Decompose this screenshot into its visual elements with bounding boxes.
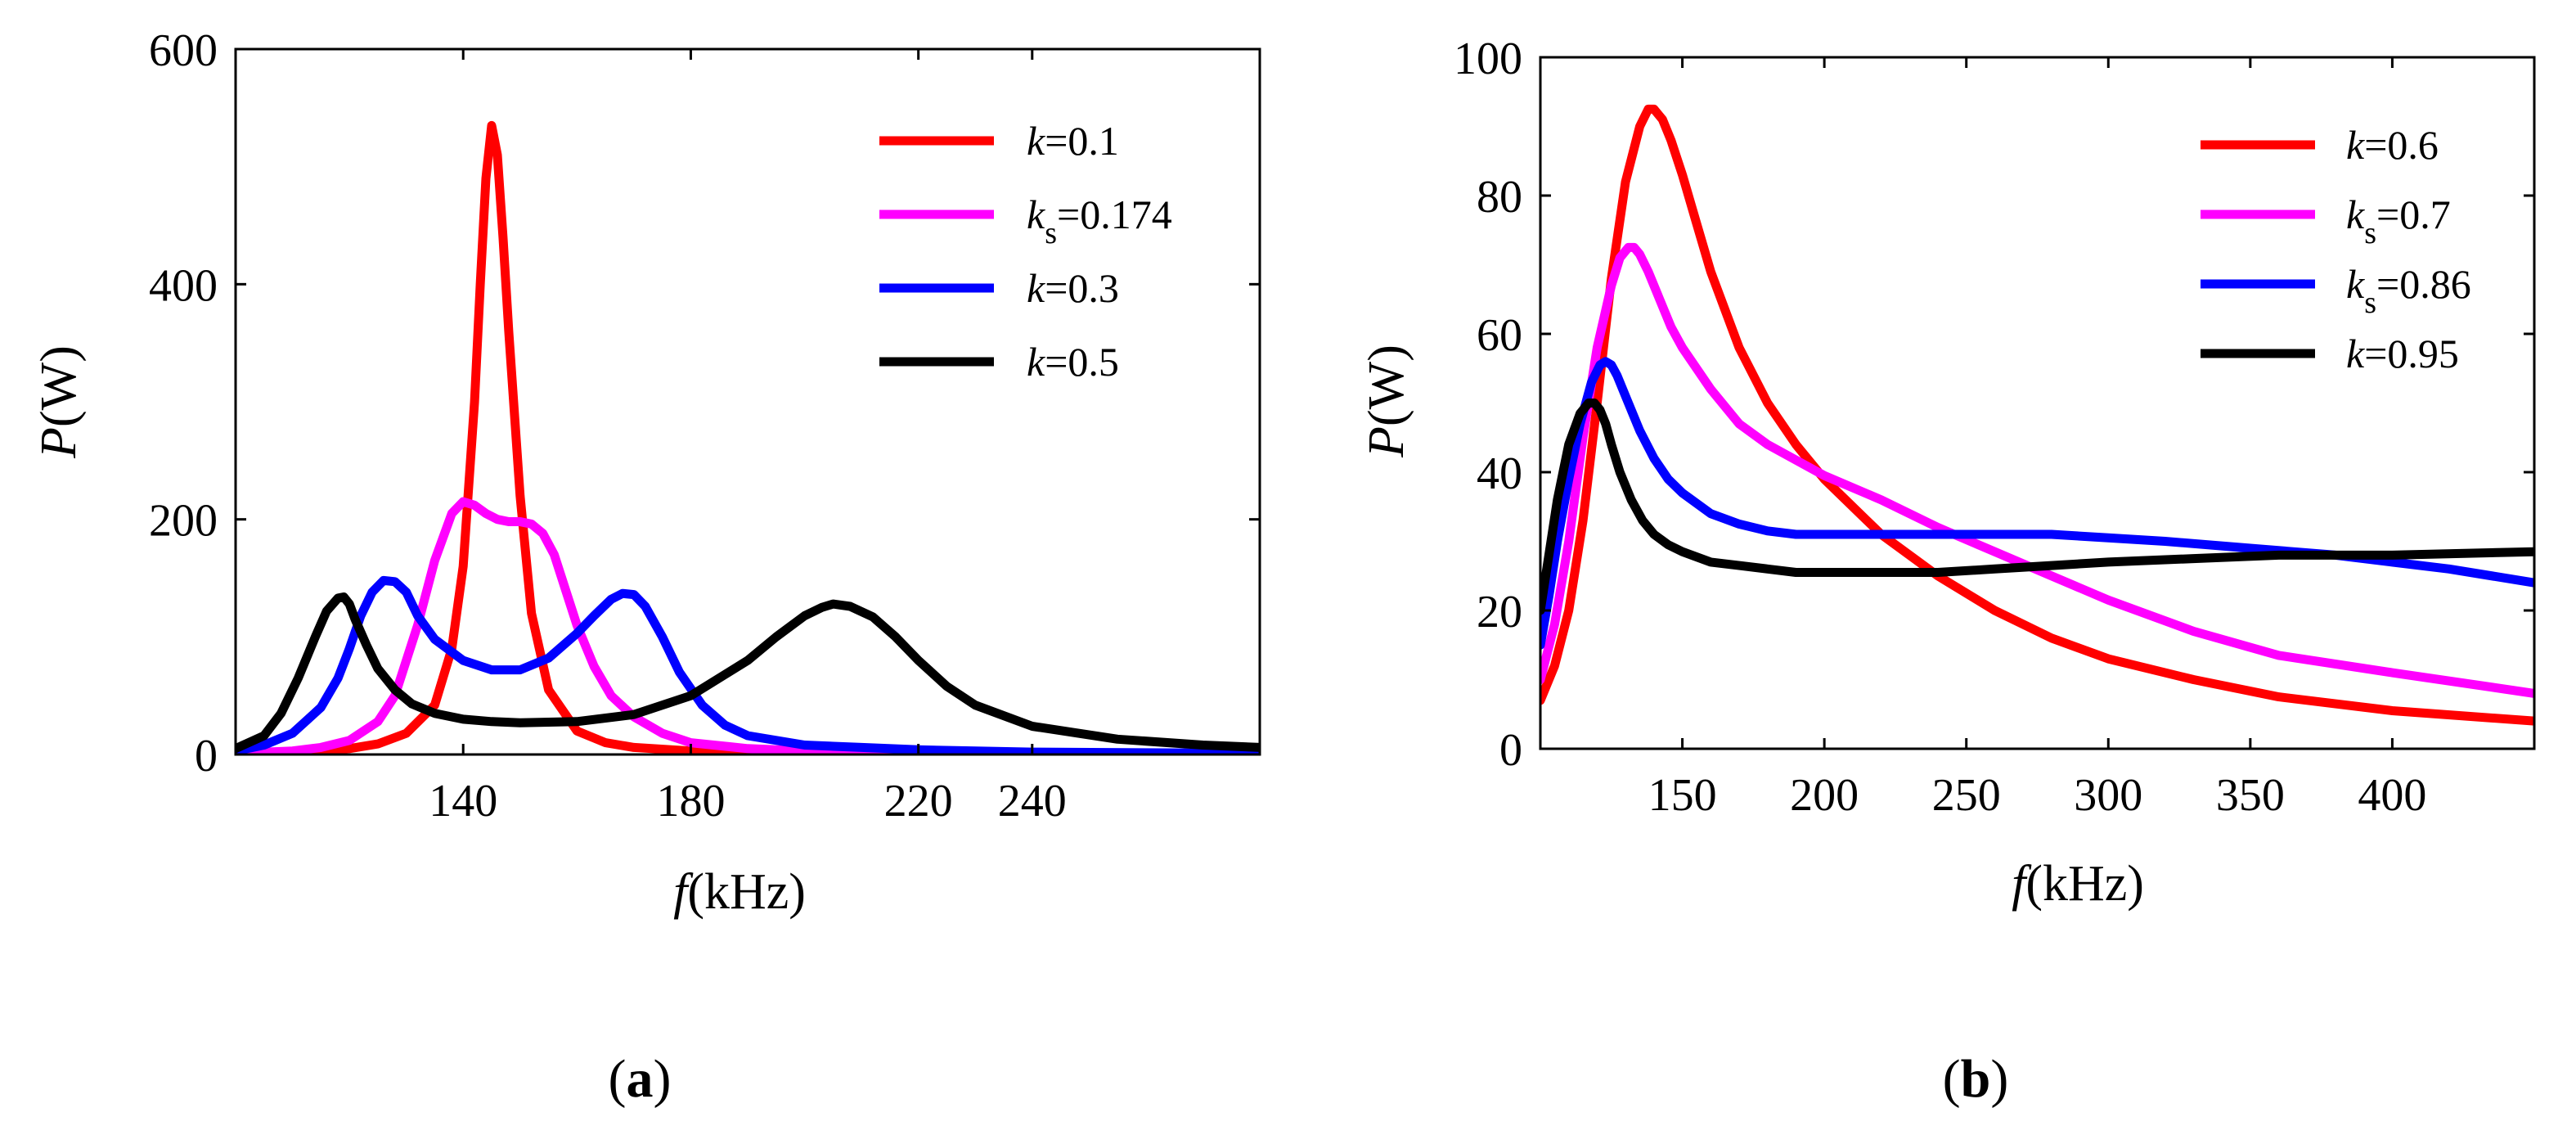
x-tick-label: 140 bbox=[429, 776, 497, 826]
x-tick-label: 220 bbox=[884, 776, 953, 826]
legend-entry-subscript: s bbox=[2364, 286, 2376, 320]
legend-entry-text: k=0.3 bbox=[1027, 265, 1119, 311]
legend-entry-value: =0.174 bbox=[1057, 191, 1172, 237]
legend: k=0.6ks=0.7ks=0.86k=0.95 bbox=[2201, 122, 2471, 376]
y-tick-label: 100 bbox=[1454, 34, 1522, 84]
legend-entry-value: =0.7 bbox=[2376, 191, 2451, 237]
legend-entry-var: k bbox=[2346, 331, 2365, 376]
legend-entry-value: =0.6 bbox=[2364, 122, 2439, 168]
x-tick-label: 400 bbox=[2358, 770, 2426, 821]
panel-caption: (b) bbox=[1943, 1049, 2009, 1109]
series-line-2 bbox=[1540, 242, 2534, 698]
y-axis-label-var: P bbox=[31, 427, 87, 459]
y-tick-label: 0 bbox=[195, 731, 218, 781]
y-tick-label: 600 bbox=[149, 25, 218, 76]
y-tick-label: 200 bbox=[149, 496, 218, 547]
legend-entry-text: k=0.95 bbox=[2346, 331, 2459, 376]
axes-box bbox=[234, 47, 1261, 756]
y-tick-label: 60 bbox=[1477, 310, 1522, 361]
legend-entry-text: ks=0.7 bbox=[2346, 191, 2451, 250]
legend-entry-value: =0.1 bbox=[1045, 118, 1119, 164]
series-line-2 bbox=[236, 497, 1260, 754]
legend-entry-value: =0.5 bbox=[1045, 339, 1119, 385]
y-axis-label-unit: (W) bbox=[1359, 345, 1414, 426]
legend-entry-value: =0.86 bbox=[2376, 261, 2471, 307]
legend-entry-var: k bbox=[1027, 118, 1045, 164]
x-tick-label: 180 bbox=[656, 776, 725, 826]
series-group bbox=[1540, 104, 2534, 726]
y-axis-label-var: P bbox=[1359, 426, 1414, 458]
legend-entry-var: k bbox=[2346, 122, 2365, 168]
x-axis-label: f(kHz) bbox=[673, 864, 806, 920]
legend-entry-text: k=0.5 bbox=[1027, 339, 1119, 385]
y-tick-label: 20 bbox=[1477, 587, 1522, 637]
panel-caption-open: ( bbox=[1943, 1049, 1961, 1109]
y-axis-label-unit: (W) bbox=[31, 345, 87, 427]
series-line-3 bbox=[1540, 357, 2534, 650]
y-tick-label: 0 bbox=[1499, 725, 1522, 776]
legend-entry-subscript: s bbox=[1045, 216, 1057, 250]
panel-caption: (a) bbox=[609, 1049, 672, 1109]
legend-entry-text: k=0.1 bbox=[1027, 118, 1119, 164]
y-axis-label: P(W) bbox=[1359, 345, 1414, 458]
x-tick-label: 150 bbox=[1648, 770, 1717, 821]
legend-entry-subscript: s bbox=[2364, 216, 2376, 250]
y-tick-label: 40 bbox=[1477, 448, 1522, 499]
panel-caption-letter: b bbox=[1961, 1049, 1991, 1109]
legend-entry-text: k=0.6 bbox=[2346, 122, 2439, 168]
x-tick-label: 250 bbox=[1932, 770, 2001, 821]
chart-panel-b: 150 200 250 300 350 400 0 20 40 60 80 100 f(kHz) P(W)… bbox=[1359, 34, 2536, 1109]
series-line-4 bbox=[1540, 399, 2534, 615]
legend-entry-var: k bbox=[1027, 191, 1045, 237]
legend-entry-text: ks=0.174 bbox=[1027, 191, 1172, 250]
x-axis-label-unit: (kHz) bbox=[687, 864, 806, 920]
legend-entry-text: ks=0.86 bbox=[2346, 261, 2471, 320]
panel-caption-open: ( bbox=[609, 1049, 627, 1109]
series-line-1 bbox=[1540, 104, 2534, 726]
x-axis-label-unit: (kHz) bbox=[2025, 856, 2144, 912]
y-axis-label: P(W) bbox=[31, 345, 87, 459]
panel-caption-letter: a bbox=[627, 1049, 654, 1109]
legend-entry-value: =0.3 bbox=[1045, 265, 1119, 311]
legend-entry-var: k bbox=[2346, 261, 2365, 307]
axes-box bbox=[1539, 56, 2536, 750]
legend-entry-var: k bbox=[2346, 191, 2365, 237]
x-tick-label: 200 bbox=[1790, 770, 1859, 821]
series-line-1 bbox=[236, 120, 1260, 754]
series-line-4 bbox=[236, 592, 1260, 754]
x-tick-label: 240 bbox=[998, 776, 1067, 826]
legend-entry-var: k bbox=[1027, 339, 1045, 385]
legend-entry-var: k bbox=[1027, 265, 1045, 311]
chart-panel-a: 140 180 220 2400200400600f(kHz)P(W)k=0.1ks=… bbox=[31, 25, 1261, 1109]
series-group bbox=[236, 120, 1260, 754]
x-tick-label: 350 bbox=[2216, 770, 2285, 821]
x-tick-label: 300 bbox=[2074, 770, 2142, 821]
x-axis-label: f(kHz) bbox=[2012, 856, 2144, 912]
y-tick-label: 400 bbox=[149, 260, 218, 311]
panel-caption-close: ) bbox=[654, 1049, 672, 1109]
y-tick-label: 80 bbox=[1477, 172, 1522, 223]
panel-caption-close: ) bbox=[1990, 1049, 2008, 1109]
series-line-3 bbox=[236, 575, 1260, 754]
legend-entry-value: =0.95 bbox=[2364, 331, 2459, 376]
